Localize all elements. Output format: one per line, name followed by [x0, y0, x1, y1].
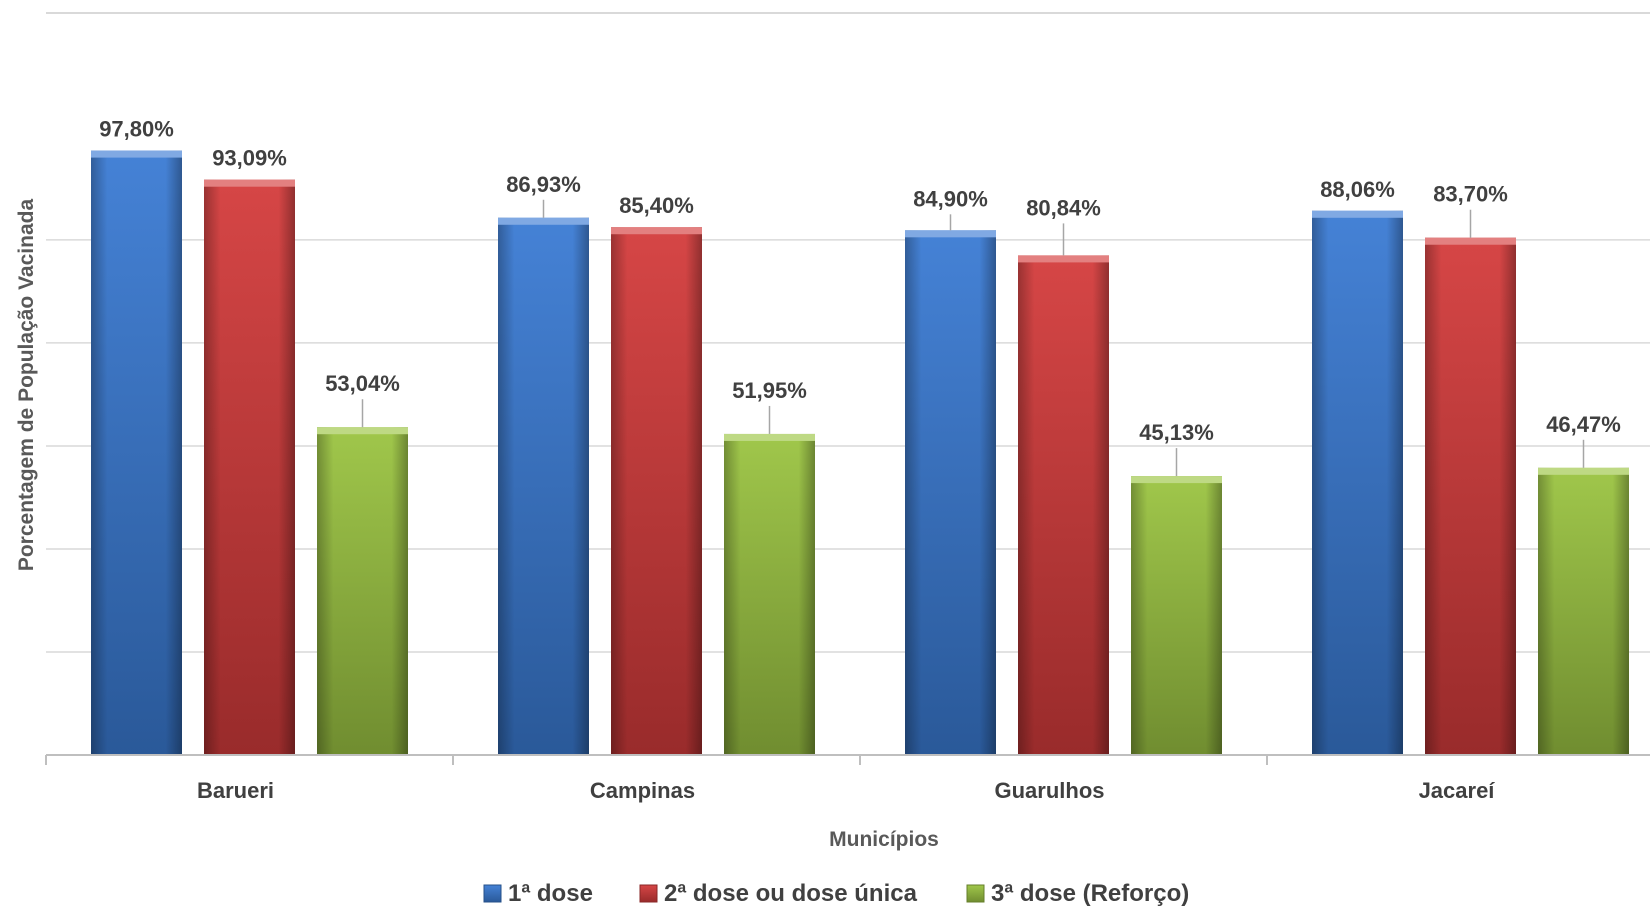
bar-shade [204, 179, 295, 755]
data-label: 84,90% [913, 186, 988, 211]
bar-cap [498, 217, 589, 225]
data-label: 86,93% [506, 172, 581, 197]
x-axis: Barueri Campinas Guarulhos Jacareí [45, 754, 1650, 803]
bar-shade [1538, 467, 1629, 755]
legend-swatch [639, 884, 658, 903]
bar [1538, 467, 1629, 755]
legend-item: 2ª dose ou dose única [639, 880, 918, 907]
data-label: 83,70% [1433, 182, 1508, 207]
bar-cap [724, 433, 815, 441]
bar-cap [905, 230, 996, 238]
bar-shade [1018, 255, 1109, 755]
bar-shade [1131, 476, 1222, 755]
category-label: Jacareí [1419, 778, 1496, 803]
data-label: 93,09% [212, 146, 287, 171]
bar-cap [317, 427, 408, 435]
bar-cap [1538, 467, 1629, 475]
x-axis-title: Municípios [829, 828, 939, 851]
bar-shade [1312, 210, 1403, 756]
bar [1018, 255, 1109, 755]
data-label: 97,80% [99, 117, 174, 142]
legend-label: 3ª dose (Reforço) [991, 880, 1189, 907]
category-label: Barueri [197, 778, 274, 803]
bar [905, 230, 996, 755]
data-label: 46,47% [1546, 412, 1621, 437]
bar-cap [91, 150, 182, 158]
y-axis-title: Porcentagem de População Vacinada [15, 199, 38, 572]
bar-shade [91, 150, 182, 755]
legend-label: 1ª dose [508, 880, 593, 907]
bar [611, 227, 702, 755]
data-label: 88,06% [1320, 177, 1395, 202]
bars [91, 150, 1629, 756]
legend-item: 3ª dose (Reforço) [966, 880, 1189, 907]
legend-swatch [483, 884, 502, 903]
bar [1425, 237, 1516, 755]
category-label: Campinas [590, 778, 695, 803]
legend-item: 1ª dose [483, 880, 593, 907]
bar-shade [317, 427, 408, 755]
bar [1131, 476, 1222, 755]
bar [498, 217, 589, 756]
legend-label: 2ª dose ou dose única [664, 880, 918, 907]
bar-cap [1425, 237, 1516, 245]
data-labels: 97,80% 93,09% 53,04% 86,93% 85,40% 51,95% 84,9… [99, 117, 1621, 477]
bar [317, 427, 408, 755]
legend-swatch [966, 884, 985, 903]
bar-cap [611, 227, 702, 235]
data-label: 45,13% [1139, 420, 1214, 445]
category-label: Guarulhos [994, 778, 1104, 803]
bar [204, 179, 295, 755]
bar [91, 150, 182, 755]
data-label: 51,95% [732, 378, 807, 403]
bar [1312, 210, 1403, 756]
bar [724, 433, 815, 755]
gridlines [46, 12, 1650, 653]
legend: 1ª dose 2ª dose ou dose única 3ª dose (Ref… [483, 880, 1189, 907]
bar-shade [611, 227, 702, 755]
data-label: 85,40% [619, 193, 694, 218]
bar-shade [498, 217, 589, 756]
bar-cap [1131, 476, 1222, 484]
bar-shade [1425, 237, 1516, 755]
bar-cap [1018, 255, 1109, 263]
bar-shade [724, 433, 815, 755]
data-label: 80,84% [1026, 195, 1101, 220]
bar-cap [204, 179, 295, 187]
bar-cap [1312, 210, 1403, 218]
bar-shade [905, 230, 996, 755]
data-label: 53,04% [325, 371, 400, 396]
